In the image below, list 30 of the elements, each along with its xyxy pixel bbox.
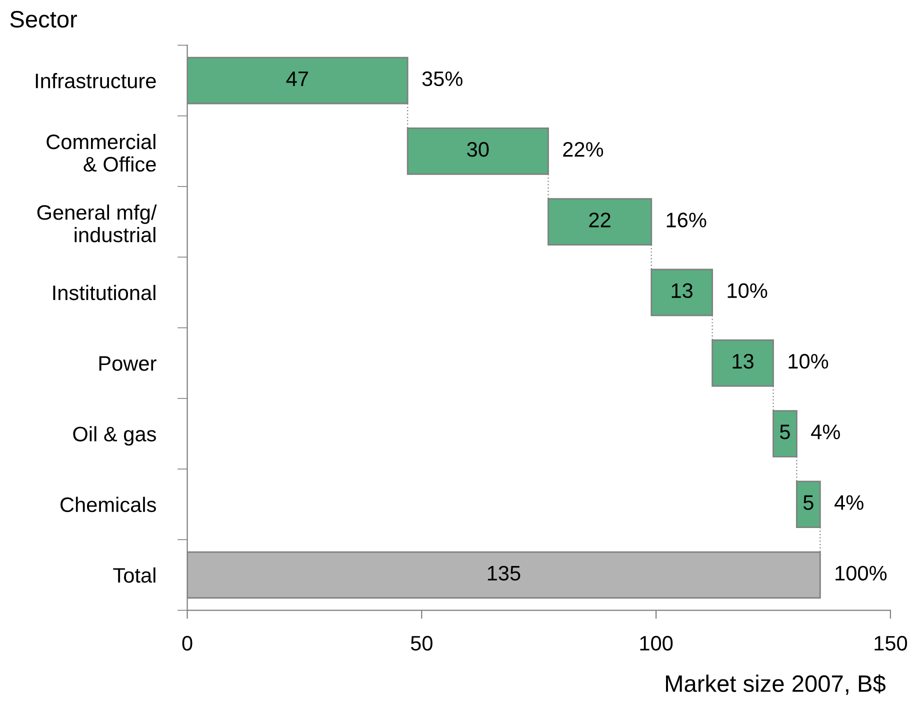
x-tick-label: 150 <box>874 636 908 651</box>
y-tick-label: Commercial & Office <box>46 134 156 172</box>
data-label: 135 <box>488 566 520 581</box>
annotation: 4% <box>811 424 840 440</box>
y-tick-label: Chemicals <box>60 496 156 512</box>
y-tick-label: Oil & gas <box>73 426 156 446</box>
y-tick-label: Infrastructure <box>36 73 156 88</box>
annotation: 4% <box>834 495 864 510</box>
y-tick-label: Total <box>113 567 156 583</box>
data-label: 30 <box>467 142 489 157</box>
data-label: 47 <box>286 72 308 86</box>
y-axis-title: Sector <box>10 10 78 28</box>
data-label: 22 <box>589 212 610 228</box>
annotation: 16% <box>666 212 706 228</box>
x-tick-label: 50 <box>410 636 432 651</box>
data-label: 5 <box>780 424 790 440</box>
x-axis-title: Market size 2007, B$ <box>666 674 886 695</box>
y-tick-label: Power <box>99 356 156 371</box>
x-tick-label: 0 <box>182 636 192 651</box>
data-label: 13 <box>672 283 693 298</box>
annotation: 22% <box>563 142 604 157</box>
data-label: 5 <box>803 495 814 510</box>
y-tick-label: Institutional <box>53 284 156 300</box>
annotation: 10% <box>728 283 768 298</box>
annotation: 100% <box>836 566 887 581</box>
y-tick-label: General mfg/ industrial <box>37 204 157 242</box>
x-tick-label: 100 <box>640 636 673 651</box>
annotation: 10% <box>788 354 828 369</box>
annotation: 35% <box>422 71 462 86</box>
data-label: 13 <box>732 354 754 369</box>
